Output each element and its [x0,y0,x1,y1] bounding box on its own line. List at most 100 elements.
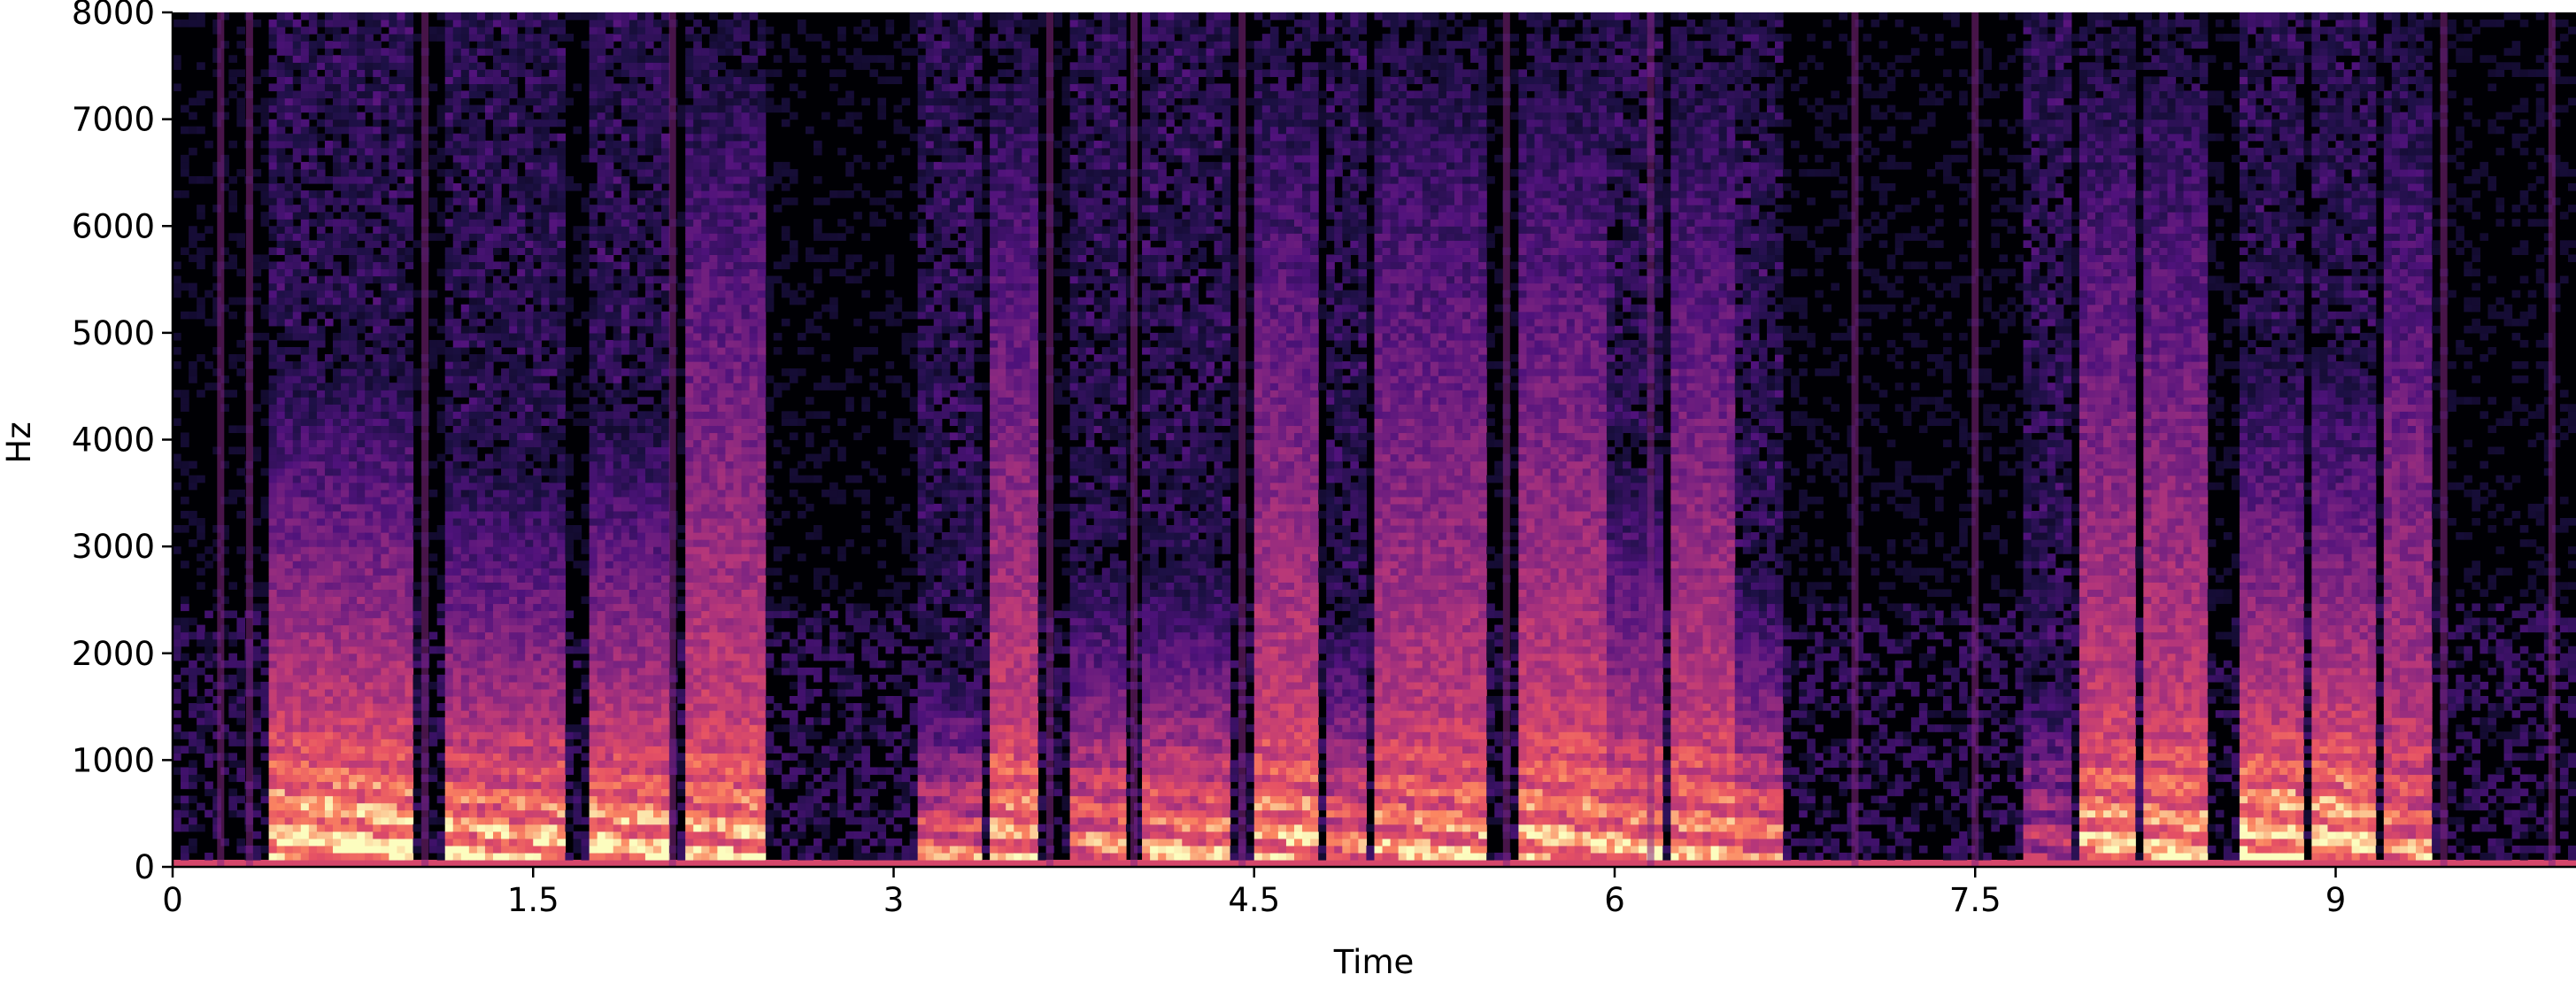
spectrogram-cell [253,183,262,191]
spectrogram-cell [598,120,606,128]
spectrogram-cell [533,155,542,163]
spectrogram-cell [541,418,550,426]
spectrogram-cell [269,817,278,825]
spectrogram-cell [197,738,205,746]
spectrogram-cell [557,162,566,170]
spectrogram-cell [309,55,318,63]
spectrogram-cell [381,454,389,462]
spectrogram-cell [582,639,590,647]
spectrogram-cell [261,753,270,761]
spectrogram-cell [517,261,526,269]
spectrogram-cell [405,254,413,262]
spectrogram-cell [517,518,526,526]
spectrogram-cell [525,703,534,711]
spectrogram-cell [493,596,502,604]
spectrogram-cell [269,183,278,191]
spectrogram-cell [365,247,374,255]
spectrogram-cell [349,553,358,561]
spectrogram-cell [413,696,422,704]
spectrogram-cell [621,532,630,540]
spectrogram-cell [445,383,454,390]
spectrogram-cell [333,639,342,647]
spectrogram-cell [437,397,446,405]
spectrogram-cell [389,333,397,341]
spectrogram-cell [381,767,389,775]
spectrogram-cell [181,810,189,818]
spectrogram-cell [477,596,486,604]
spectrogram-cell [477,76,486,84]
spectrogram-cell [557,689,566,697]
spectrogram-cell [405,782,413,790]
spectrogram-cell [317,853,326,861]
spectrogram-cell [381,447,389,455]
spectrogram-cell [381,368,389,376]
spectrogram-cell [285,276,294,284]
spectrogram-cell [317,219,326,227]
spectrogram-cell [269,661,278,669]
spectrogram-cell [365,254,374,262]
spectrogram-cell [357,233,366,241]
spectrogram-cell [557,846,566,854]
spectrogram-cell [517,710,526,718]
spectrogram-cell [485,668,494,676]
spectrogram-cell [173,625,181,633]
spectrogram-cell [598,233,606,241]
spectrogram-cell [549,312,558,320]
spectrogram-cell [269,767,278,775]
spectrogram-cell [397,461,405,469]
spectrogram-cell [517,226,526,234]
spectrogram-cell [445,269,454,277]
spectrogram-cell [189,361,197,369]
spectrogram-cell [309,767,318,775]
spectrogram-cell [605,796,614,804]
spectrogram-cell [533,796,542,804]
spectrogram-cell [517,817,526,825]
spectrogram-cell [533,483,542,491]
spectrogram-cell [301,504,310,512]
spectrogram-cell [293,831,302,839]
spectrogram-cell [285,483,294,491]
spectrogram-cell [605,575,614,583]
spectrogram-cell [477,710,486,718]
spectrogram-cell [613,546,622,554]
spectrogram-cell [389,155,397,163]
spectrogram-cell [445,397,454,405]
spectrogram-cell [525,539,534,547]
spectrogram-cell [525,233,534,241]
spectrogram-cell [228,254,237,262]
spectrogram-cell [325,127,334,135]
spectrogram-cell [541,653,550,661]
spectrogram-cell [189,254,197,262]
spectrogram-cell [509,525,518,533]
spectrogram-cell [277,155,286,163]
spectrogram-cell [269,468,278,476]
spectrogram-cell [525,546,534,554]
spectrogram-cell [533,717,542,725]
spectrogram-cell [381,625,389,633]
spectrogram-cell [325,233,334,241]
spectrogram-cell [621,746,630,754]
spectrogram-cell [469,568,478,576]
spectrogram-cell [373,490,382,498]
spectrogram-cell [197,774,205,782]
spectrogram-cell [269,347,278,355]
spectrogram-cell [317,62,326,70]
spectrogram-cell [325,561,334,568]
spectrogram-cell [349,261,358,269]
spectrogram-cell [173,824,181,832]
spectrogram-cell [541,141,550,149]
spectrogram-cell [269,69,278,77]
spectrogram-cell [317,261,326,269]
spectrogram-cell [493,539,502,547]
spectrogram-cell [549,90,558,98]
spectrogram-cell [269,639,278,647]
spectrogram-cell [525,148,534,156]
spectrogram-cell [477,653,486,661]
spectrogram-cell [605,618,614,626]
spectrogram-cell [605,632,614,640]
spectrogram-cell [533,312,542,320]
spectrogram-cell [574,183,582,191]
spectrogram-cell [269,796,278,804]
spectrogram-cell [365,190,374,198]
spectrogram-cell [557,731,566,739]
